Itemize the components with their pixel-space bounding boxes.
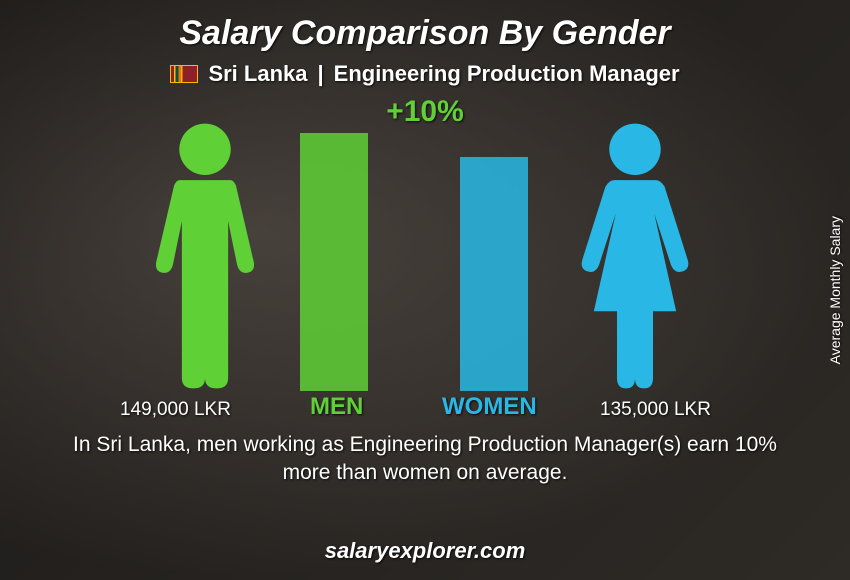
chart-subtitle: Sri Lanka | Engineering Production Manag… xyxy=(0,61,850,87)
women-bar xyxy=(460,157,528,391)
y-axis-label: Average Monthly Salary xyxy=(827,216,843,364)
chart-description: In Sri Lanka, men working as Engineering… xyxy=(0,431,850,488)
women-label: WOMEN xyxy=(442,393,537,421)
female-figure-icon xyxy=(570,121,700,391)
footer-brand: salaryexplorer.com xyxy=(0,538,850,564)
separator: | xyxy=(317,61,323,87)
chart-title: Salary Comparison By Gender xyxy=(0,0,850,53)
country-name: Sri Lanka xyxy=(208,61,307,87)
chart-area: +10% 149,000 LKR MEN WOMEN 135,000 LKR xyxy=(0,95,850,425)
women-value: 135,000 LKR xyxy=(600,399,711,421)
male-figure-icon xyxy=(140,121,270,391)
flag-icon xyxy=(170,65,198,83)
side-label-wrap: Average Monthly Salary xyxy=(820,0,850,580)
men-label: MEN xyxy=(310,393,363,421)
men-value: 149,000 LKR xyxy=(120,399,231,421)
difference-label: +10% xyxy=(386,95,464,129)
men-bar xyxy=(300,133,368,391)
job-title: Engineering Production Manager xyxy=(334,61,680,87)
